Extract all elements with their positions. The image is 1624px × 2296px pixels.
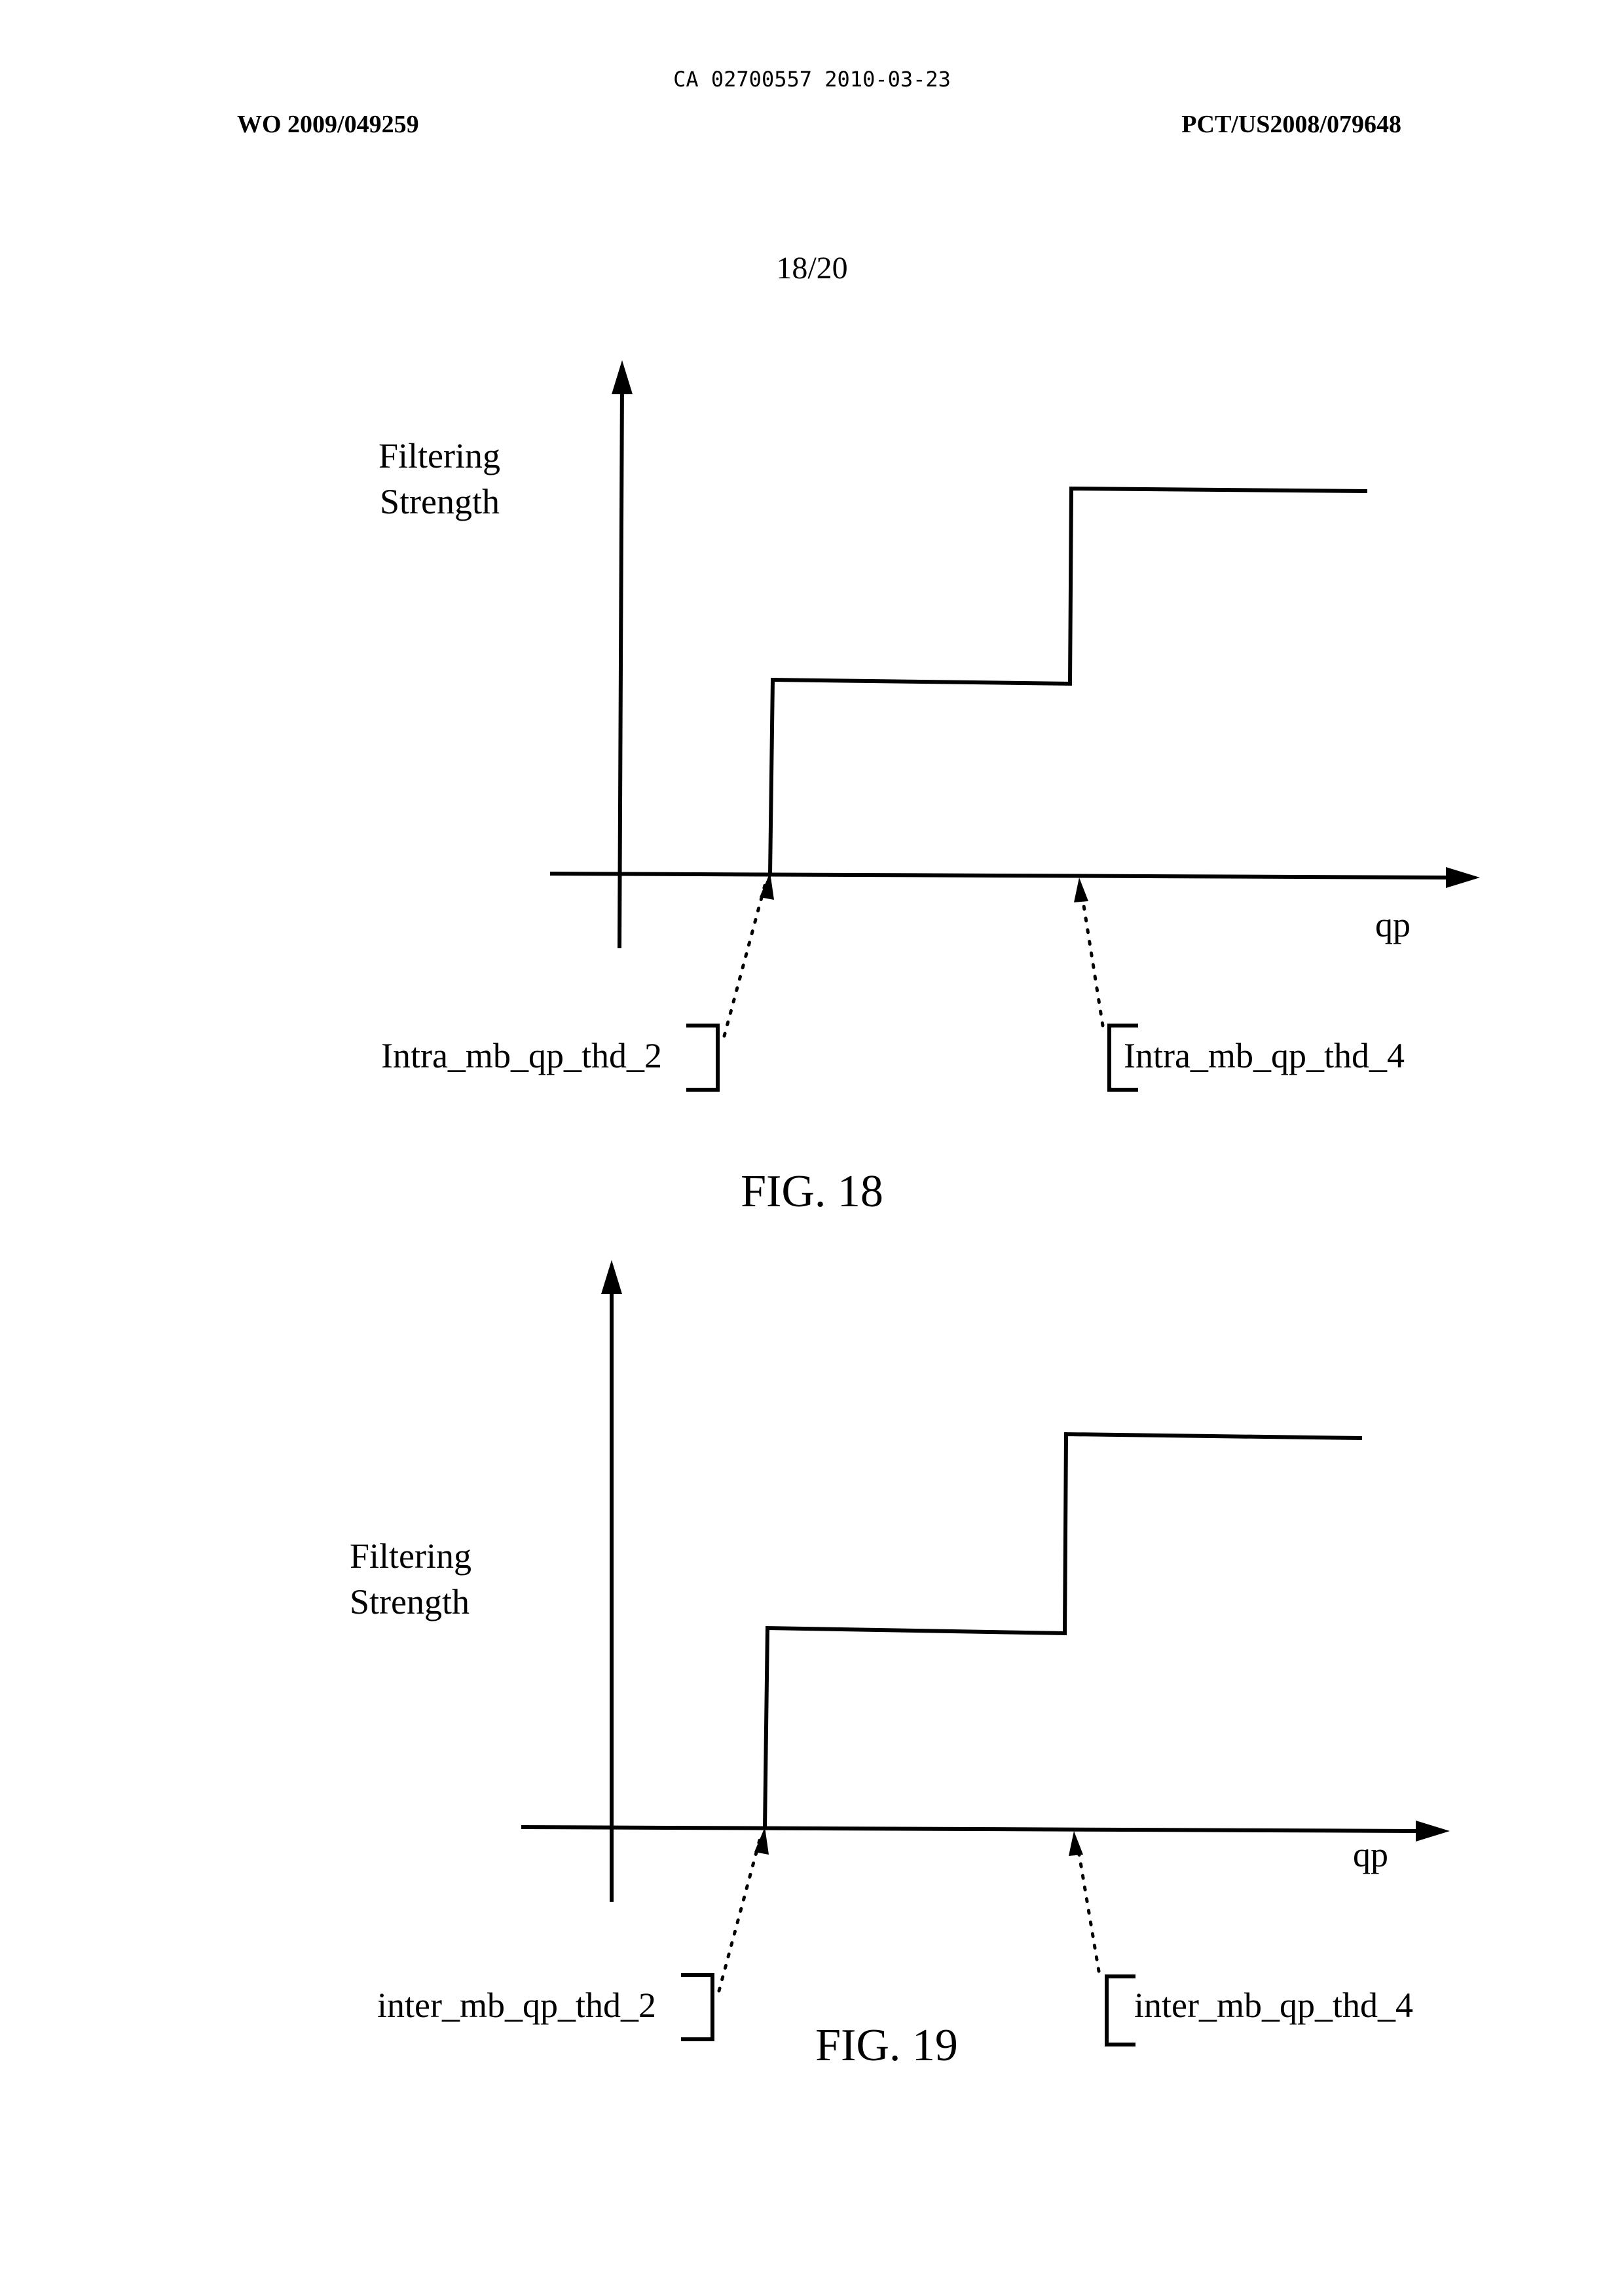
figure-19: Filtering Strength qp inter_mb_qp_thd_2 … bbox=[350, 1260, 1450, 2071]
fig19-threshold-right-pointer bbox=[1078, 1847, 1099, 1971]
fig19-x-axis bbox=[521, 1827, 1422, 1831]
fig18-caption: FIG. 18 bbox=[741, 1166, 883, 1217]
fig19-threshold-right-label: inter_mb_qp_thd_4 bbox=[1134, 1986, 1413, 2025]
fig18-threshold-left-pointer bbox=[724, 885, 765, 1036]
fig18-x-axis bbox=[550, 874, 1451, 878]
fig19-y-label-line1: Filtering bbox=[350, 1536, 471, 1576]
fig19-threshold-right-bracket bbox=[1107, 1976, 1135, 2045]
fig18-threshold-right-pointer bbox=[1082, 893, 1103, 1026]
fig18-y-axis-arrowhead bbox=[612, 360, 633, 394]
fig18-threshold-right-arrowhead bbox=[1074, 878, 1088, 902]
fig19-y-label-line2: Strength bbox=[350, 1582, 470, 1621]
fig18-x-axis-arrowhead bbox=[1446, 867, 1480, 888]
fig19-step-curve bbox=[765, 1434, 1362, 1828]
fig18-step-curve bbox=[770, 489, 1367, 874]
fig18-threshold-left-label: Intra_mb_qp_thd_2 bbox=[381, 1036, 662, 1075]
fig19-threshold-left-pointer bbox=[719, 1840, 760, 1991]
fig18-x-label: qp bbox=[1375, 905, 1411, 944]
fig19-threshold-right-arrowhead bbox=[1069, 1831, 1083, 1856]
fig18-threshold-left-bracket bbox=[686, 1026, 718, 1090]
fig18-y-label-line1: Filtering bbox=[378, 436, 500, 475]
fig19-y-axis-arrowhead bbox=[601, 1260, 622, 1294]
fig19-caption: FIG. 19 bbox=[815, 2020, 958, 2071]
fig19-threshold-left-arrowhead bbox=[754, 1827, 769, 1855]
fig19-threshold-left-label: inter_mb_qp_thd_2 bbox=[377, 1986, 656, 2025]
fig18-y-label-line2: Strength bbox=[380, 482, 500, 521]
fig19-threshold-left-bracket bbox=[681, 1975, 712, 2039]
fig19-x-label: qp bbox=[1353, 1835, 1388, 1874]
figure-18: Filtering Strength qp Intra_mb_qp_thd_2 … bbox=[378, 360, 1480, 1217]
fig18-threshold-right-label: Intra_mb_qp_thd_4 bbox=[1124, 1036, 1405, 1075]
fig18-y-axis bbox=[619, 381, 622, 948]
fig19-x-axis-arrowhead bbox=[1416, 1821, 1450, 1842]
